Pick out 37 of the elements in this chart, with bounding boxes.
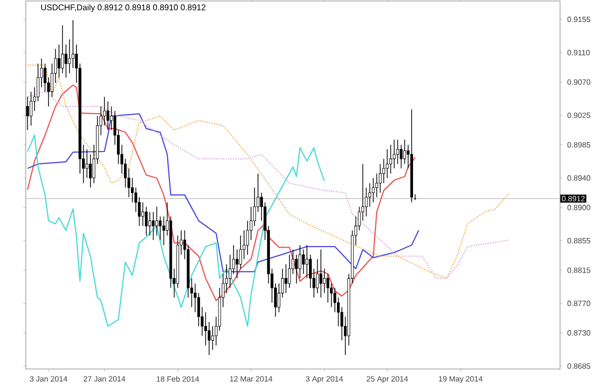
candlestick xyxy=(236,249,238,279)
candlestick xyxy=(302,249,305,274)
candlestick xyxy=(144,206,148,236)
candlestick xyxy=(372,177,375,203)
candlestick xyxy=(322,268,326,294)
candlestick xyxy=(158,216,162,240)
candlestick xyxy=(368,182,372,208)
candlestick xyxy=(58,44,60,78)
candlestick xyxy=(106,100,110,130)
candlestick xyxy=(378,163,382,193)
candlestick xyxy=(392,139,396,169)
candlestick xyxy=(61,24,64,74)
candlestick xyxy=(284,264,288,294)
candlestick xyxy=(141,202,144,226)
candlestick xyxy=(375,173,378,198)
line-series xyxy=(26,113,420,272)
chart-title: USDCHF,Daily 0.8912 0.8918 0.8910 0.8912 xyxy=(41,4,206,12)
candlestick xyxy=(26,96,29,130)
candlestick xyxy=(306,244,308,279)
line-series xyxy=(26,134,325,327)
candlestick xyxy=(138,196,141,226)
candlestick xyxy=(396,139,400,164)
candlestick xyxy=(86,148,88,178)
candlestick xyxy=(364,187,368,217)
candlestick xyxy=(320,249,322,298)
candlestick xyxy=(152,211,155,240)
candlestick xyxy=(382,158,386,184)
candlestick xyxy=(155,206,158,236)
candlestick xyxy=(389,144,392,174)
candlestick xyxy=(403,139,406,164)
candlestick xyxy=(148,211,152,236)
candlestick xyxy=(386,148,389,178)
line-series xyxy=(26,84,416,301)
candlestick xyxy=(162,216,166,246)
candlestick xyxy=(30,91,32,126)
candlestick xyxy=(295,254,298,284)
candlestick xyxy=(64,44,68,78)
